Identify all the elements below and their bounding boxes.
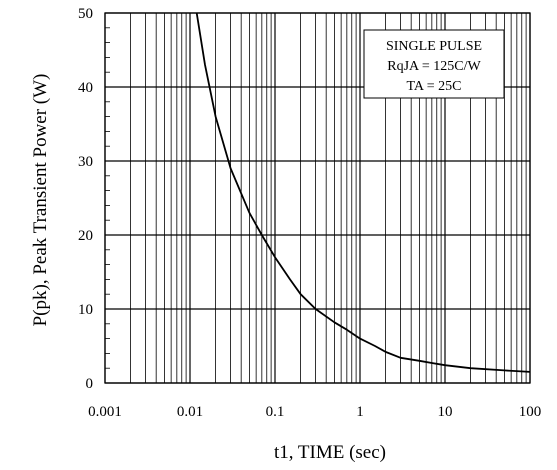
y-tick-label: 50 [78,6,93,22]
x-tick-label: 1 [356,404,364,420]
x-tick-label: 10 [438,404,453,420]
x-tick-label: 0.1 [266,404,285,420]
annotation-line-2: RqJA = 125C/W [387,59,481,74]
y-tick-labels: 0 10 20 30 40 50 [78,6,93,392]
y-tick-label: 0 [86,376,94,392]
x-tick-label: 0.001 [88,404,122,420]
y-tick-label: 20 [78,228,93,244]
y-axis-label: P(pk), Peak Transient Power (W) [30,74,51,327]
y-tick-label: 40 [78,80,93,96]
x-tick-labels: 0.001 0.01 0.1 1 10 100 [88,404,541,420]
x-tick-label: 100 [519,404,542,420]
y-tick-label: 10 [78,302,93,318]
y-tick-label: 30 [78,154,93,170]
annotation-line-1: SINGLE PULSE [386,39,482,54]
annotation-line-3: TA = 25C [406,79,461,94]
x-tick-label: 0.01 [177,404,203,420]
annotation-box: SINGLE PULSE RqJA = 125C/W TA = 25C [364,30,504,98]
x-axis-label: t1, TIME (sec) [274,442,386,463]
